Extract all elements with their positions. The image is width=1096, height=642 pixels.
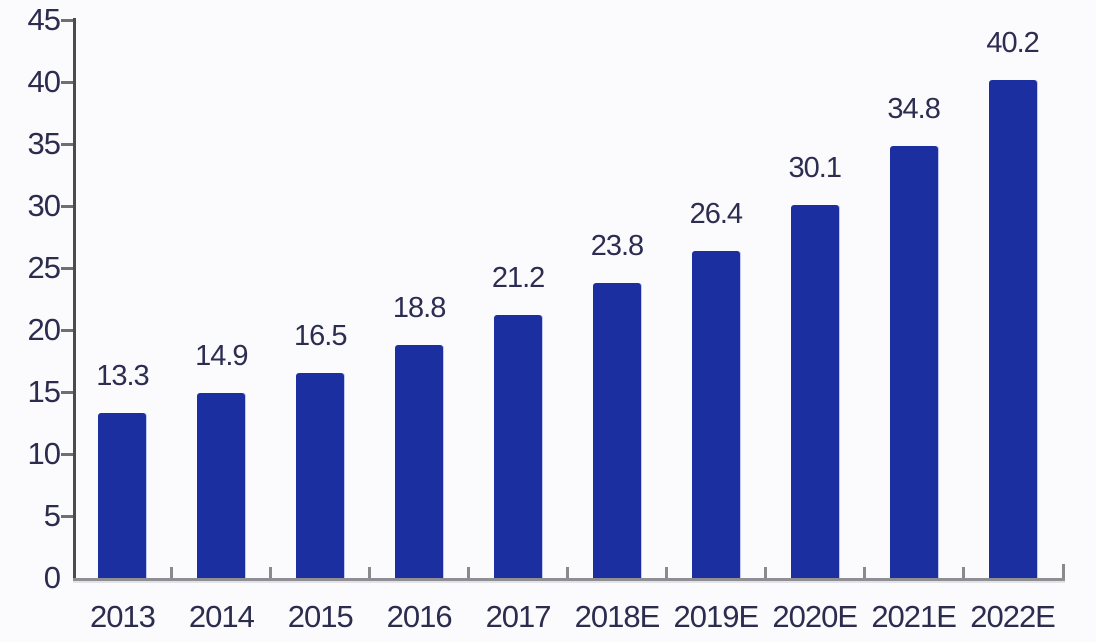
x-axis-tick [269, 567, 273, 578]
x-axis-tick [961, 567, 965, 578]
y-axis-tick-label: 25 [27, 250, 61, 285]
y-axis-tick-label: 45 [27, 2, 61, 37]
bar-value-label: 26.4 [689, 197, 743, 230]
bar-value-label: 18.8 [392, 291, 446, 324]
bar-value-label: 13.3 [96, 360, 149, 393]
bar-value-label: 34.8 [887, 93, 940, 126]
y-axis-tick-label: 35 [27, 126, 61, 161]
y-axis-tick-label: 20 [27, 312, 61, 347]
bar-value-label: 30.1 [788, 151, 842, 184]
bar [494, 315, 543, 578]
y-axis-tick [61, 267, 73, 270]
bar-value-label: 16.5 [294, 320, 347, 353]
x-axis-tick [170, 567, 174, 578]
bar-value-label: 40.2 [986, 26, 1039, 59]
y-axis-tick [61, 391, 73, 394]
x-axis-tick-label: 2021E [871, 599, 957, 634]
y-axis-tick-label: 10 [27, 436, 61, 471]
x-axis-tick-label: 2017 [485, 599, 552, 634]
x-axis-tick-label: 2019E [673, 599, 760, 634]
bar [98, 413, 147, 578]
x-axis-tick [862, 567, 866, 578]
x-axis-tick-label: 2016 [386, 599, 453, 634]
x-axis-tick-label: 2015 [287, 599, 354, 634]
y-axis-line [73, 18, 76, 582]
x-axis-tick [566, 567, 569, 578]
bar [592, 282, 641, 578]
y-axis-tick-label: 5 [43, 498, 61, 533]
y-axis-tick [61, 515, 73, 518]
bar-value-label: 23.8 [590, 229, 644, 262]
y-axis-tick [61, 19, 73, 22]
bar [395, 344, 444, 578]
bar-value-label: 21.2 [491, 262, 545, 295]
y-axis-tick [61, 143, 73, 146]
y-axis-tick [61, 453, 73, 456]
x-axis-tick [467, 567, 471, 578]
y-axis-tick [61, 81, 73, 84]
x-axis-tick [763, 567, 767, 578]
y-axis-tick [61, 205, 73, 208]
y-axis-tick-label: 0 [43, 560, 61, 595]
bar [889, 146, 938, 578]
x-axis-tick-label: 2014 [188, 599, 255, 634]
y-axis-tick-label: 15 [27, 374, 61, 409]
y-axis-tick-label: 40 [27, 64, 61, 99]
bar-value-label: 14.9 [195, 340, 248, 373]
x-axis-end-tick [1062, 564, 1065, 578]
x-axis-tick-label: 2020E [772, 599, 858, 634]
x-axis-tick [368, 567, 372, 578]
y-axis-tick [61, 329, 73, 332]
x-axis-line [73, 578, 1065, 583]
x-axis-tick [664, 567, 668, 578]
x-axis-tick-label: 2022E [970, 599, 1056, 634]
x-axis-tick-label: 2013 [89, 599, 156, 634]
bar [790, 204, 839, 578]
bar [296, 373, 345, 578]
bar [691, 250, 740, 578]
y-axis-tick-label: 30 [27, 188, 61, 223]
bar [988, 79, 1037, 578]
x-axis-tick-label: 2018E [574, 599, 661, 634]
bar [197, 393, 246, 578]
